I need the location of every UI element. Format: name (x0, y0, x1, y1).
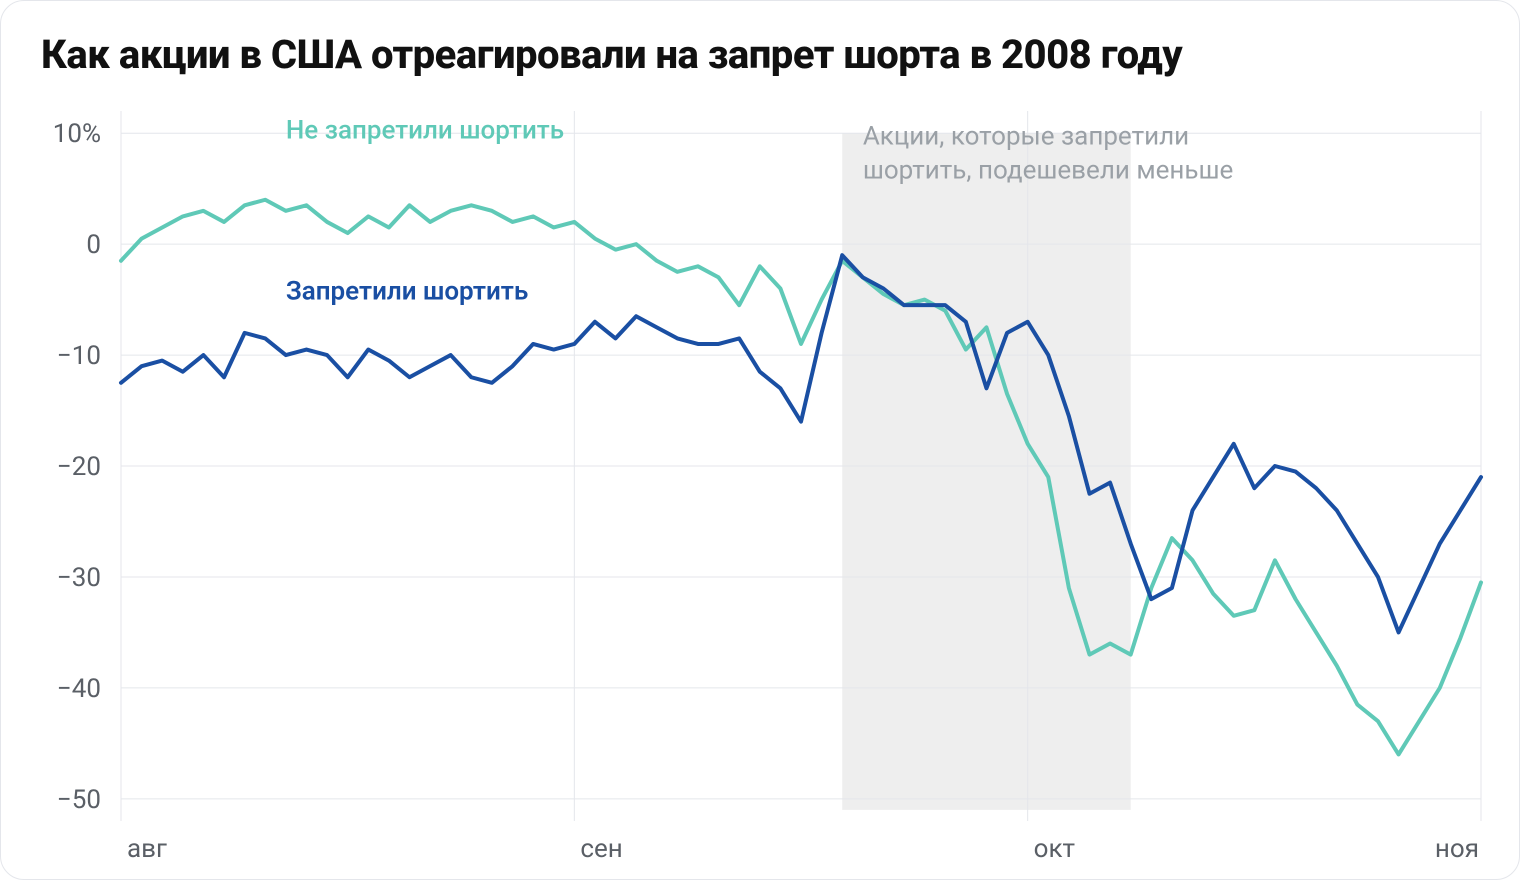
y-axis-label: −10 (57, 341, 101, 371)
x-axis-label: авг (127, 834, 167, 864)
y-axis-label: −20 (57, 452, 101, 482)
shaded-region (842, 133, 1130, 810)
series-line-banned (121, 255, 1481, 632)
y-axis-label: −50 (57, 785, 101, 815)
chart-card: Как акции в США отреагировали на запрет … (0, 0, 1520, 880)
annotation-text: Акции, которые запретили (863, 121, 1189, 151)
x-axis-label: сен (580, 834, 622, 864)
series-label-not_banned: Не запретили шортить (286, 116, 564, 146)
y-axis-label: 10% (53, 119, 101, 149)
line-chart: 10% 0 −10 −20 −30 −40 −50 авг сен окт ноя Не запрет… (1, 1, 1520, 880)
y-axis-label: 0 (86, 230, 101, 260)
annotation-text: шортить, подешевели меньше (863, 155, 1234, 185)
y-axis-label: −30 (57, 563, 101, 593)
x-axis-label: ноя (1435, 834, 1479, 864)
x-axis-label: окт (1034, 834, 1075, 864)
y-axis-label: −40 (57, 674, 101, 704)
series-label-banned: Запретили шортить (286, 277, 528, 307)
